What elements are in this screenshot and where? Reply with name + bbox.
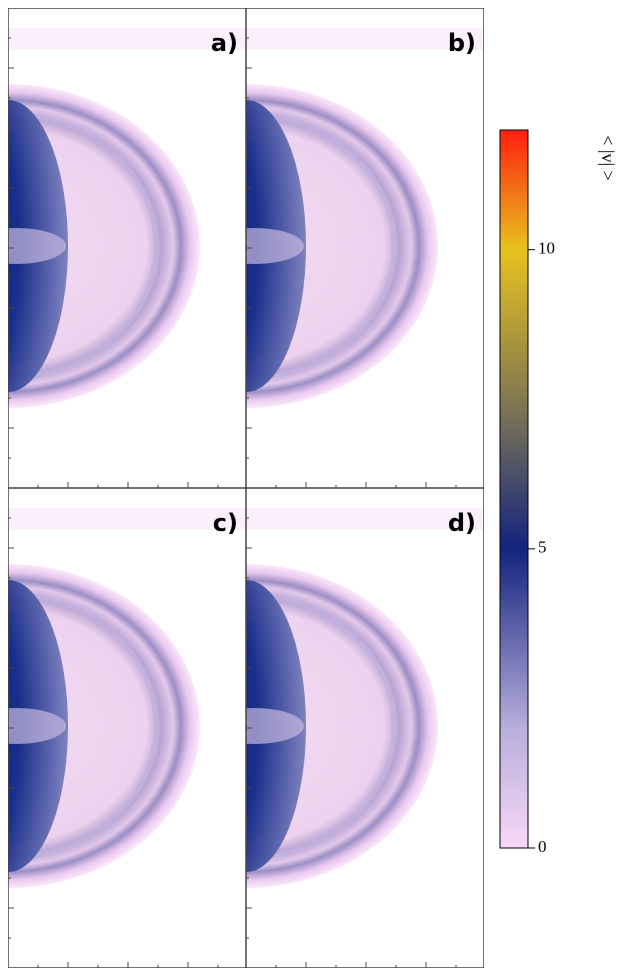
inner-ring: [8, 111, 159, 381]
top-band: [246, 508, 484, 530]
core-gap: [246, 708, 304, 744]
top-band: [8, 508, 246, 530]
panels: [8, 8, 484, 968]
inner-ring: [246, 591, 397, 861]
colorbar-tick-label: 10: [538, 239, 555, 258]
panel-label: a): [211, 29, 238, 57]
top-band: [8, 28, 246, 50]
inner-ring: [8, 591, 159, 861]
core-gap: [246, 228, 304, 264]
top-band: [246, 28, 484, 50]
panel-label: d): [448, 509, 476, 537]
panel-label: b): [448, 29, 476, 57]
panel: [8, 488, 246, 968]
panel: [246, 8, 484, 488]
colorbar-tick-label: 5: [538, 538, 547, 557]
panel: [8, 8, 246, 488]
colorbar-label: < |v| >: [598, 135, 618, 181]
colorbar: [499, 129, 529, 849]
panel: [246, 488, 484, 968]
panel-label: c): [213, 509, 238, 537]
core-gap: [8, 708, 66, 744]
core-gap: [8, 228, 66, 264]
colorbar-tick-label: 0: [538, 837, 547, 856]
inner-ring: [246, 111, 397, 381]
